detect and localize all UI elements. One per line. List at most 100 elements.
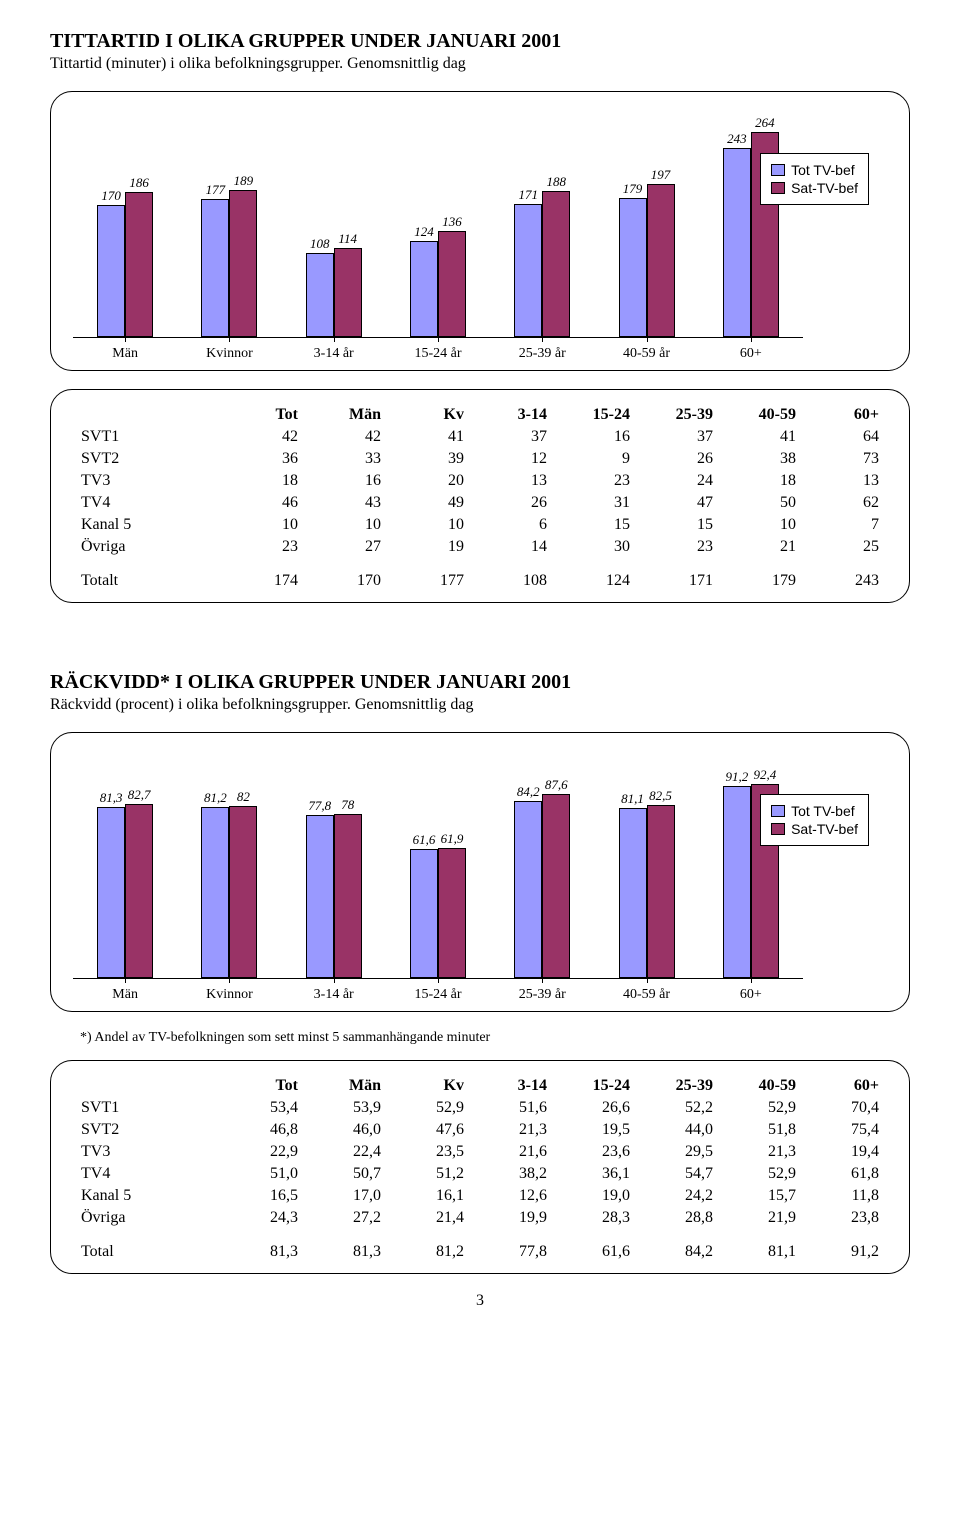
bar-value-label: 82,5: [648, 788, 674, 804]
bar-group: 170186: [73, 192, 177, 337]
table-header: Kv: [389, 1075, 472, 1097]
bar-value-label: 84,2: [515, 784, 541, 800]
chart1-xlabels: MänKvinnor3-14 år15-24 år25-39 år40-59 å…: [73, 346, 803, 362]
table-cell: 73: [804, 448, 887, 470]
section1-title: TITTARTID I OLIKA GRUPPER UNDER JANUARI …: [50, 30, 910, 53]
bar: 77,8: [306, 815, 334, 978]
table-total-label: Totalt: [73, 558, 223, 592]
table-header: 25-39: [638, 404, 721, 426]
legend-label: Tot TV-bef: [791, 803, 855, 819]
table-cell: 16,1: [389, 1185, 472, 1207]
table-total-cell: 174: [223, 558, 306, 592]
table-cell: 37: [638, 426, 721, 448]
table-cell: 41: [721, 426, 804, 448]
bar-group: 61,661,9: [386, 848, 490, 978]
table-cell: 21: [721, 536, 804, 558]
table-total-cell: 91,2: [804, 1229, 887, 1263]
chart1-area: 1701861771891081141241361711881791972432…: [73, 108, 887, 338]
x-axis-label: 15-24 år: [386, 987, 490, 1003]
table-cell: 24,2: [638, 1185, 721, 1207]
table-cell: 15,7: [721, 1185, 804, 1207]
bar-group: 81,382,7: [73, 804, 177, 978]
bar: 243: [723, 148, 751, 337]
bar: 189: [229, 190, 257, 337]
table-cell: 18: [223, 470, 306, 492]
table-cell: 70,4: [804, 1097, 887, 1119]
table-cell: 46,8: [223, 1119, 306, 1141]
table-cell: 23: [555, 470, 638, 492]
table1-panel: TotMänKv3-1415-2425-3940-5960+SVT1424241…: [50, 389, 910, 603]
chart1-panel: 1701861771891081141241361711881791972432…: [50, 91, 910, 371]
x-axis-label: 60+: [699, 346, 803, 362]
bar: 61,6: [410, 849, 438, 978]
table-header: 15-24: [555, 1075, 638, 1097]
bar-value-label: 81,1: [620, 791, 646, 807]
bar-value-label: 136: [439, 214, 465, 230]
bar-value-label: 243: [724, 131, 750, 147]
table-rowlabel: SVT1: [73, 1097, 223, 1119]
table-rowlabel: Kanal 5: [73, 1185, 223, 1207]
table-cell: 22,4: [306, 1141, 389, 1163]
table-cell: 53,4: [223, 1097, 306, 1119]
table-cell: 24: [638, 470, 721, 492]
table-cell: 25: [804, 536, 887, 558]
table-cell: 21,4: [389, 1207, 472, 1229]
table-cell: 50,7: [306, 1163, 389, 1185]
table-cell: 11,8: [804, 1185, 887, 1207]
bar-group: 84,287,6: [490, 794, 594, 978]
table-cell: 23: [638, 536, 721, 558]
table-cell: 61,8: [804, 1163, 887, 1185]
legend-label: Sat-TV-bef: [791, 180, 858, 196]
table-header: 15-24: [555, 404, 638, 426]
table-cell: 46,0: [306, 1119, 389, 1141]
legend-swatch-tot: [771, 805, 785, 817]
table-rowlabel: Kanal 5: [73, 514, 223, 536]
table-cell: 47,6: [389, 1119, 472, 1141]
bar: 78: [334, 814, 362, 978]
table-cell: 53,9: [306, 1097, 389, 1119]
table-cell: 64: [804, 426, 887, 448]
table-total-cell: 179: [721, 558, 804, 592]
chart2-area: 81,382,781,28277,87861,661,984,287,681,1…: [73, 749, 887, 979]
bar: 82,7: [125, 804, 153, 978]
table-total-cell: 108: [472, 558, 555, 592]
table-cell: 19,0: [555, 1185, 638, 1207]
bar-value-label: 82: [230, 789, 256, 805]
table-cell: 51,2: [389, 1163, 472, 1185]
bar: 171: [514, 204, 542, 337]
table-cell: 21,3: [472, 1119, 555, 1141]
table-cell: 43: [306, 492, 389, 514]
footnote: *) Andel av TV-befolkningen som sett min…: [80, 1030, 910, 1046]
x-axis-label: Män: [73, 346, 177, 362]
table-cell: 21,9: [721, 1207, 804, 1229]
bar: 136: [438, 231, 466, 337]
table-cell: 75,4: [804, 1119, 887, 1141]
bar: 179: [619, 198, 647, 337]
bar-group: 77,878: [282, 814, 386, 978]
table-cell: 62: [804, 492, 887, 514]
bar-value-label: 114: [335, 231, 361, 247]
table-total-cell: 81,2: [389, 1229, 472, 1263]
table-cell: 27: [306, 536, 389, 558]
table-total-cell: 61,6: [555, 1229, 638, 1263]
table-cell: 54,7: [638, 1163, 721, 1185]
table-rowlabel: TV4: [73, 1163, 223, 1185]
table-rowlabel: SVT1: [73, 426, 223, 448]
bar: 82,5: [647, 805, 675, 978]
table-cell: 27,2: [306, 1207, 389, 1229]
table-cell: 23,5: [389, 1141, 472, 1163]
table-cell: 12: [472, 448, 555, 470]
table-cell: 29,5: [638, 1141, 721, 1163]
bar-value-label: 108: [307, 236, 333, 252]
table-cell: 51,8: [721, 1119, 804, 1141]
legend-swatch-sat: [771, 182, 785, 194]
bar: 61,9: [438, 848, 466, 978]
bar-value-label: 189: [230, 173, 256, 189]
bar-value-label: 92,4: [752, 767, 778, 783]
bar-value-label: 197: [648, 167, 674, 183]
x-axis-label: 40-59 år: [594, 346, 698, 362]
table-header: 40-59: [721, 404, 804, 426]
bar-group: 177189: [177, 190, 281, 337]
bar-value-label: 170: [98, 188, 124, 204]
table-cell: 37: [472, 426, 555, 448]
